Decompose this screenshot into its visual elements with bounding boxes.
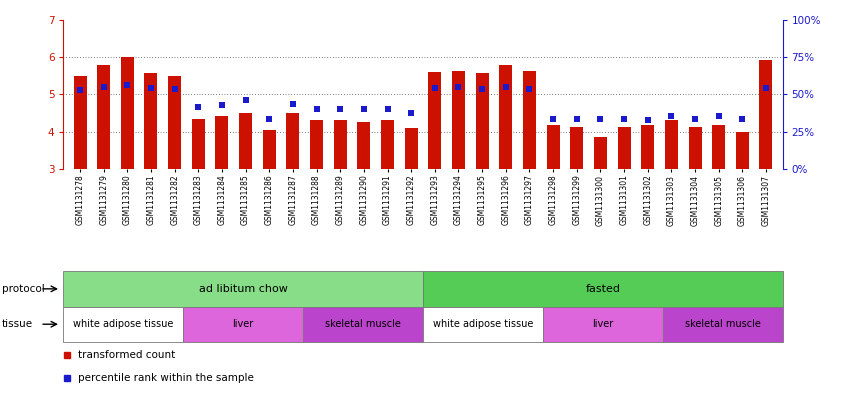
Bar — [263, 130, 276, 169]
Text: ad libitum chow: ad libitum chow — [199, 284, 288, 294]
Bar — [423, 307, 543, 342]
Text: liver: liver — [592, 319, 613, 329]
Text: white adipose tissue: white adipose tissue — [74, 319, 173, 329]
Bar — [184, 307, 303, 342]
Text: fasted: fasted — [585, 284, 620, 294]
Bar — [452, 71, 465, 169]
Bar — [428, 72, 442, 169]
Bar — [168, 76, 181, 169]
Bar — [423, 271, 783, 307]
Text: percentile rank within the sample: percentile rank within the sample — [78, 373, 254, 383]
Bar — [216, 116, 228, 169]
Bar — [689, 127, 701, 169]
Bar — [357, 122, 371, 169]
Bar — [310, 120, 323, 169]
Bar — [145, 73, 157, 169]
Bar — [303, 307, 423, 342]
Text: protocol: protocol — [2, 284, 45, 294]
Text: white adipose tissue: white adipose tissue — [433, 319, 533, 329]
Bar — [63, 271, 423, 307]
Bar — [381, 120, 394, 169]
Text: skeletal muscle: skeletal muscle — [325, 319, 401, 329]
Bar — [665, 120, 678, 169]
Bar — [736, 132, 749, 169]
Bar — [641, 125, 654, 169]
Text: transformed count: transformed count — [78, 350, 175, 360]
Bar — [404, 128, 418, 169]
Bar — [712, 125, 725, 169]
Bar — [618, 127, 630, 169]
Bar — [543, 307, 662, 342]
Bar — [63, 307, 184, 342]
Bar — [287, 113, 299, 169]
Bar — [499, 65, 513, 169]
Bar — [239, 113, 252, 169]
Bar — [475, 73, 489, 169]
Bar — [523, 71, 536, 169]
Bar — [97, 65, 110, 169]
Bar — [760, 60, 772, 169]
Bar — [121, 57, 134, 169]
Bar — [570, 127, 583, 169]
Bar — [74, 76, 86, 169]
Bar — [192, 119, 205, 169]
Bar — [594, 136, 607, 169]
Text: tissue: tissue — [2, 319, 33, 329]
Text: skeletal muscle: skeletal muscle — [684, 319, 761, 329]
Bar — [662, 307, 783, 342]
Text: liver: liver — [233, 319, 254, 329]
Bar — [333, 120, 347, 169]
Bar — [547, 125, 559, 169]
